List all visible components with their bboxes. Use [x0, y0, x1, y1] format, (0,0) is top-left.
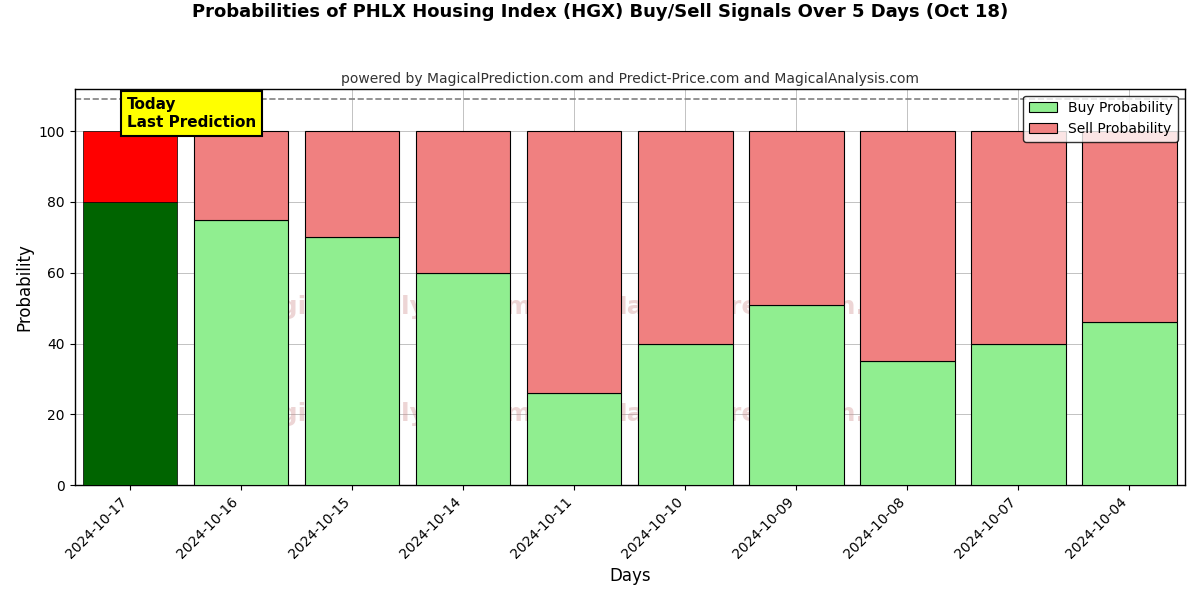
Text: MagicalPrediction.com: MagicalPrediction.com [602, 295, 924, 319]
Bar [305, 237, 400, 485]
Bar [527, 393, 622, 485]
Y-axis label: Probability: Probability [16, 243, 34, 331]
Text: MagicalAnalysis.com: MagicalAnalysis.com [239, 295, 533, 319]
Bar [1082, 131, 1177, 322]
Bar [416, 131, 510, 272]
Bar [860, 131, 955, 361]
Legend: Buy Probability, Sell Probability: Buy Probability, Sell Probability [1024, 95, 1178, 142]
Bar [1082, 322, 1177, 485]
Bar [749, 305, 844, 485]
Bar [194, 131, 288, 220]
Bar [527, 131, 622, 393]
Bar [971, 344, 1066, 485]
Bar [416, 272, 510, 485]
Bar [638, 344, 732, 485]
Title: powered by MagicalPrediction.com and Predict-Price.com and MagicalAnalysis.com: powered by MagicalPrediction.com and Pre… [341, 72, 919, 86]
Text: MagicalAnalysis.com: MagicalAnalysis.com [239, 402, 533, 426]
Bar [749, 131, 844, 305]
Text: Today
Last Prediction: Today Last Prediction [127, 97, 256, 130]
Bar [638, 131, 732, 344]
Bar [860, 361, 955, 485]
Bar [971, 131, 1066, 344]
Text: Probabilities of PHLX Housing Index (HGX) Buy/Sell Signals Over 5 Days (Oct 18): Probabilities of PHLX Housing Index (HGX… [192, 3, 1008, 21]
Bar [194, 220, 288, 485]
Bar [83, 131, 178, 202]
Bar [83, 202, 178, 485]
Bar [305, 131, 400, 237]
Text: MagicalPrediction.com: MagicalPrediction.com [602, 402, 924, 426]
X-axis label: Days: Days [610, 567, 650, 585]
